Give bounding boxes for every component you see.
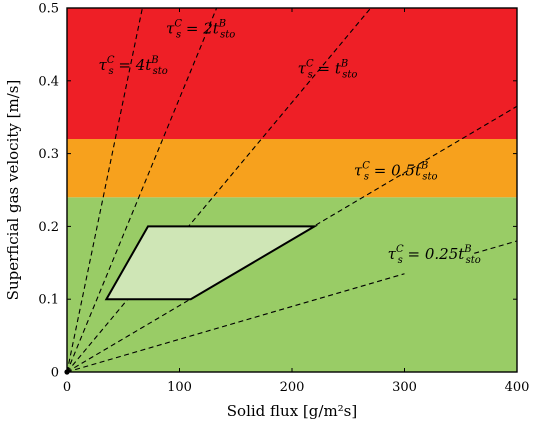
y-tick-label: 0.1 xyxy=(38,293,59,308)
band-2 xyxy=(67,8,517,140)
axis-ticks: 0 100 200 300 400 0 0.1 0.2 0.3 0.4 0.5 xyxy=(38,2,529,396)
region-polygon xyxy=(104,225,319,301)
y-tick-label: 0.4 xyxy=(38,74,59,89)
x-tick-label: 300 xyxy=(392,380,417,395)
y-tick-label: 0.3 xyxy=(38,147,59,162)
dashed-line-3 xyxy=(67,105,517,372)
y-tick-label: 0.5 xyxy=(38,2,59,17)
line-annotation-4: τC s = 0.25tB sto xyxy=(388,244,481,266)
dashed-line-2 xyxy=(67,8,372,372)
line-annotation-3: τC s = 0.5tB sto xyxy=(354,160,438,182)
band-1 xyxy=(67,139,517,198)
dashed-line-0 xyxy=(67,8,143,372)
dashed-line-1 xyxy=(67,8,218,372)
y-axis-label: Superficial gas velocity [m/s] xyxy=(4,80,22,301)
line-annotation-1: τC s = 2tB sto xyxy=(166,18,235,40)
x-tick-label: 100 xyxy=(167,380,192,395)
dashed-line-5 xyxy=(474,240,517,254)
x-tick-label: 400 xyxy=(505,380,530,395)
x-tick-label: 0 xyxy=(63,380,71,395)
line-annotation-0: τC s = 4tB sto xyxy=(99,55,168,77)
line-annotations: τC s = 4tB sto τC s = 2tB sto τC s = tB sto τC s =… xyxy=(99,18,481,266)
line-annotation-2: τC s = tB sto xyxy=(298,59,358,81)
x-tick-label: 200 xyxy=(280,380,305,395)
dashed-line-4 xyxy=(67,273,405,372)
operating-region xyxy=(104,225,319,301)
series-lines xyxy=(67,8,517,372)
y-tick-label: 0 xyxy=(51,366,59,381)
x-axis-label: Solid flux [g/m²s] xyxy=(227,402,357,420)
y-tick-label: 0.2 xyxy=(38,220,59,235)
